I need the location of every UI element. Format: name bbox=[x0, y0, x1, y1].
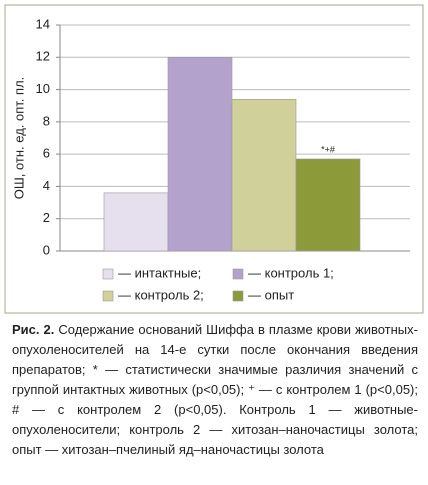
legend-label: — контроль 2; bbox=[118, 287, 204, 302]
legend-swatch bbox=[102, 290, 114, 302]
bar bbox=[167, 56, 233, 252]
bar bbox=[231, 98, 297, 252]
legend-label: — опыт bbox=[248, 287, 294, 302]
y-tick-label: 6 bbox=[43, 146, 50, 161]
bar bbox=[295, 158, 361, 252]
chart-frame bbox=[4, 4, 424, 314]
y-tick-label: 4 bbox=[43, 178, 50, 193]
legend-swatch bbox=[232, 290, 244, 302]
y-tick-label: 8 bbox=[43, 113, 50, 128]
y-tick-label: 2 bbox=[43, 210, 50, 225]
caption: Рис. 2. Содержание оснований Шиффа в пла… bbox=[12, 320, 418, 460]
y-tick-label: 0 bbox=[43, 242, 50, 257]
legend-swatch bbox=[232, 268, 244, 280]
chart: ОШ, отн. ед. опт. пл. 0 2 4 6 8 10 12 14 — интак… bbox=[4, 4, 424, 314]
y-tick-label: 14 bbox=[36, 16, 50, 31]
y-tick-label: 10 bbox=[36, 81, 50, 96]
caption-label: Рис. 2. bbox=[12, 322, 55, 337]
y-axis-label: ОШ, отн. ед. опт. пл. bbox=[11, 77, 26, 200]
caption-text: Содержание оснований Шиффа в плазме кров… bbox=[12, 322, 418, 457]
bar bbox=[103, 192, 169, 252]
legend-label: — контроль 1; bbox=[248, 265, 334, 280]
legend-label: — интактные; bbox=[118, 265, 201, 280]
y-tick-label: 12 bbox=[36, 49, 50, 64]
legend-swatch bbox=[102, 268, 114, 280]
annotation: *+# bbox=[321, 144, 335, 154]
